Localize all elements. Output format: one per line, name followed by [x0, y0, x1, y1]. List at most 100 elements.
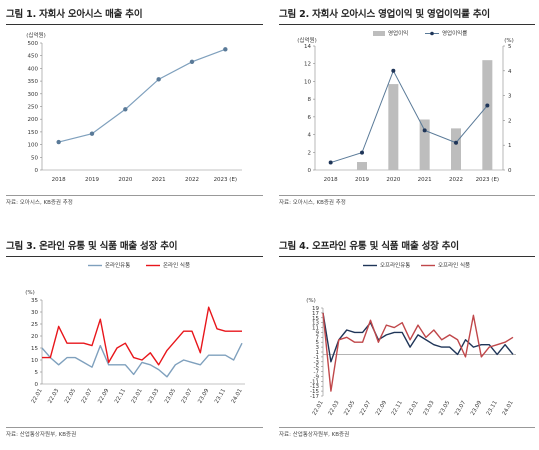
y-tick-label: 25: [31, 322, 38, 328]
y-tick-label: -3: [314, 360, 320, 366]
y-left-tick-label: 10: [304, 79, 311, 85]
margin-point: [360, 150, 364, 155]
series-line-1: [41, 342, 243, 378]
x-tick-label: 2018: [324, 177, 338, 183]
y-tick-label: 17: [312, 311, 319, 317]
x-tick-label: 24.01: [502, 400, 515, 417]
y-left-tick-label: 4: [308, 133, 312, 139]
legend-label-1: 온라인유통: [105, 261, 130, 269]
x-tick-label: 2019: [85, 177, 99, 183]
panel-4-title-rule: [279, 256, 535, 257]
y-right-tick-label: 2: [508, 118, 512, 124]
y-left-tick-label: 12: [304, 62, 311, 68]
y-left-tick-label: 8: [308, 97, 312, 103]
y-tick-label: 100: [28, 143, 39, 149]
x-tick-label: 23.05: [438, 400, 451, 417]
legend-label-2: 온라인 식품: [163, 261, 190, 269]
sales-point: [223, 47, 228, 52]
x-tick-label: 22.03: [327, 400, 340, 417]
x-tick-label: 2022: [185, 177, 199, 183]
y-tick-label: -11: [310, 379, 319, 385]
y-unit-label: (%): [306, 298, 316, 304]
y-tick-label: 30: [31, 310, 38, 316]
panel-3-title-rule: [6, 256, 263, 257]
panel-3-source: 자료: 산업통상자원부, KB증권: [6, 432, 77, 438]
y-tick-label: -17: [310, 394, 319, 400]
y-tick-label: 450: [28, 54, 39, 60]
x-tick-label: 23.11: [214, 388, 227, 405]
sales-point: [156, 77, 161, 82]
y-tick-label: 0: [35, 382, 39, 388]
y-unit-label: (%): [25, 290, 35, 296]
operating-profit-bar: [357, 162, 367, 170]
panel-1-source: 자료: 오아시스, KB증권 추정: [6, 200, 73, 206]
x-tick-label: 23.03: [422, 400, 435, 417]
y-left-tick-label: 2: [308, 150, 312, 156]
x-tick-label: 23.01: [131, 388, 144, 405]
panel-2-title-rule: [279, 24, 535, 25]
y-right-tick-label: 0: [508, 168, 512, 174]
y-tick-label: 5: [35, 370, 39, 376]
legend-label-margin: 영업이익률: [442, 29, 467, 37]
y-tick-label: 13: [312, 321, 319, 327]
y-tick-label: 10: [31, 358, 38, 364]
panel-4-source: 자료: 산업통상자원부, KB증권: [279, 432, 350, 438]
x-tick-label: 23.05: [164, 388, 177, 405]
x-tick-label: 23.07: [454, 400, 467, 417]
x-tick-label: 22.09: [375, 400, 388, 417]
panel-1-title: 그림 1. 자회사 오아시스 매출 추이: [6, 9, 143, 20]
chart-1-sales: (십억원) 0 50 100 150 200 250 300 350 400 450 500 2018 2…: [26, 31, 242, 183]
y-right-tick-label: 3: [508, 94, 512, 100]
y-tick-label: 350: [28, 79, 39, 85]
y-tick-label: 300: [28, 92, 39, 98]
sales-line: [58, 48, 226, 143]
y-tick-label: 0: [35, 168, 39, 174]
x-tick-label: 2021: [152, 177, 166, 183]
margin-point: [454, 140, 458, 145]
x-tick-label: 2019: [355, 177, 369, 183]
panel-3-source-rule: [6, 427, 263, 428]
x-tick-label: 22.03: [47, 388, 60, 405]
y-tick-label: 11: [312, 326, 319, 332]
operating-profit-bar: [419, 119, 430, 170]
y-tick-label: 200: [28, 117, 39, 123]
x-tick-label: 23.03: [147, 388, 160, 405]
x-tick-label: 23.09: [470, 400, 483, 417]
y-tick-label: -1: [314, 355, 319, 361]
margin-point: [485, 103, 490, 108]
x-tick-label: 23.09: [197, 388, 210, 405]
sales-point: [123, 107, 128, 112]
y-right-tick-label: 4: [508, 69, 512, 75]
sales-point: [89, 131, 95, 136]
x-tick-label: 23.11: [486, 400, 499, 417]
panel-2-source: 자료: 오아시스, KB증권 추정: [279, 200, 346, 206]
x-tick-label: 23.07: [181, 388, 194, 405]
y-left-tick-label: 6: [308, 115, 312, 121]
series-line-2: [42, 306, 242, 366]
y-tick-label: 150: [28, 130, 39, 136]
panel-2-title: 그림 2. 자회사 오아시스 영업이익 및 영업이익률 추이: [279, 9, 490, 20]
series-line-2: [322, 312, 514, 392]
y-left-unit-label: (십억원): [297, 36, 316, 44]
sales-point: [189, 59, 195, 64]
y-tick-label: 250: [28, 105, 39, 111]
operating-profit-bar: [451, 128, 461, 170]
x-tick-label: 2020: [118, 177, 132, 183]
x-tick-label: 2020: [386, 177, 400, 183]
x-tick-label: 22.11: [114, 388, 127, 405]
y-tick-label: 500: [28, 41, 39, 47]
y-tick-label: -15: [310, 389, 319, 395]
y-tick-label: 5: [316, 340, 320, 346]
y-left-tick-label: 14: [304, 44, 311, 50]
x-tick-label: 22.05: [343, 400, 356, 417]
panel-1-title-rule: [6, 24, 263, 25]
y-tick-label: 35: [31, 298, 38, 304]
y-tick-label: 7: [316, 335, 320, 341]
y-tick-label: 20: [31, 334, 38, 340]
y-right-tick-label: 5: [508, 44, 512, 50]
y-unit-label: (십억원): [26, 31, 45, 39]
y-right-tick-label: 1: [508, 143, 512, 149]
legend-label-2: 오프라인 식품: [438, 261, 470, 269]
y-tick-label: -13: [310, 384, 319, 390]
